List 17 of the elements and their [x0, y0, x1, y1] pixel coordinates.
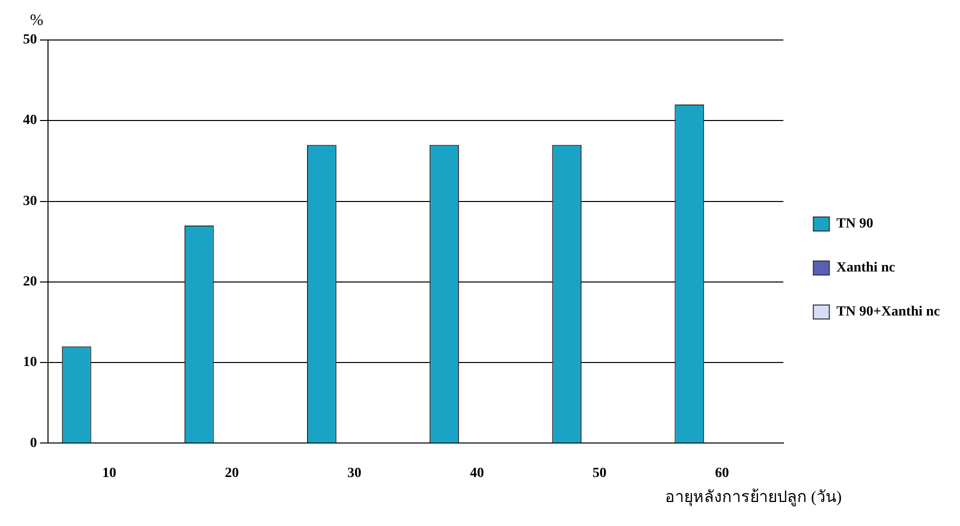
y-tick-label: 40	[23, 113, 37, 128]
x-tick-label: 20	[224, 466, 239, 482]
x-tick-label: 30	[347, 466, 362, 482]
y-tick-label: 10	[23, 355, 37, 370]
legend-label: Xanthi nc	[836, 260, 896, 276]
y-tick-label: 30	[23, 194, 37, 209]
legend-label: TN 90+Xanthi nc	[836, 304, 940, 320]
x-tick-label: 10	[102, 466, 116, 482]
y-axis-title: %	[30, 12, 44, 30]
x-tick-label: 60	[715, 466, 730, 482]
y-tick-label: 20	[23, 274, 37, 290]
x-tick-label: 40	[470, 466, 484, 482]
x-axis-title: อายุหลังการย้ายปลูก (วัน)	[665, 488, 842, 508]
y-tick-label: 0	[30, 436, 37, 451]
y-tick-label: 50	[23, 32, 37, 48]
legend-label: TN 90	[836, 216, 874, 232]
x-tick-label: 50	[592, 466, 607, 482]
